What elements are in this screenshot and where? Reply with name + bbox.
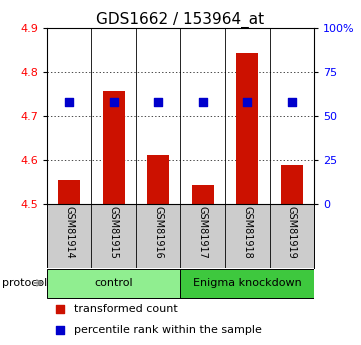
Text: GSM81916: GSM81916: [153, 206, 163, 258]
Bar: [147, 155, 169, 204]
Point: [57, 306, 63, 312]
Bar: [280, 166, 303, 204]
Text: Enigma knockdown: Enigma knockdown: [193, 278, 302, 288]
Text: percentile rank within the sample: percentile rank within the sample: [74, 325, 261, 335]
Bar: [58, 180, 80, 204]
Bar: [103, 91, 125, 204]
Bar: [47, 269, 180, 298]
Bar: [180, 269, 314, 298]
Text: GSM81917: GSM81917: [198, 206, 208, 259]
Bar: [236, 53, 258, 204]
Point: [289, 100, 295, 105]
Text: control: control: [95, 278, 133, 288]
Point: [200, 100, 206, 105]
Bar: [192, 185, 214, 204]
Title: GDS1662 / 153964_at: GDS1662 / 153964_at: [96, 11, 265, 28]
Point: [111, 99, 117, 105]
Text: GSM81918: GSM81918: [242, 206, 252, 258]
Text: transformed count: transformed count: [74, 304, 177, 314]
Text: GSM81919: GSM81919: [287, 206, 297, 258]
Point: [66, 100, 72, 105]
Point: [57, 327, 63, 333]
Point: [155, 100, 161, 105]
Text: GSM81915: GSM81915: [109, 206, 119, 259]
Point: [244, 100, 250, 105]
Text: protocol: protocol: [2, 278, 47, 288]
Text: GSM81914: GSM81914: [64, 206, 74, 258]
